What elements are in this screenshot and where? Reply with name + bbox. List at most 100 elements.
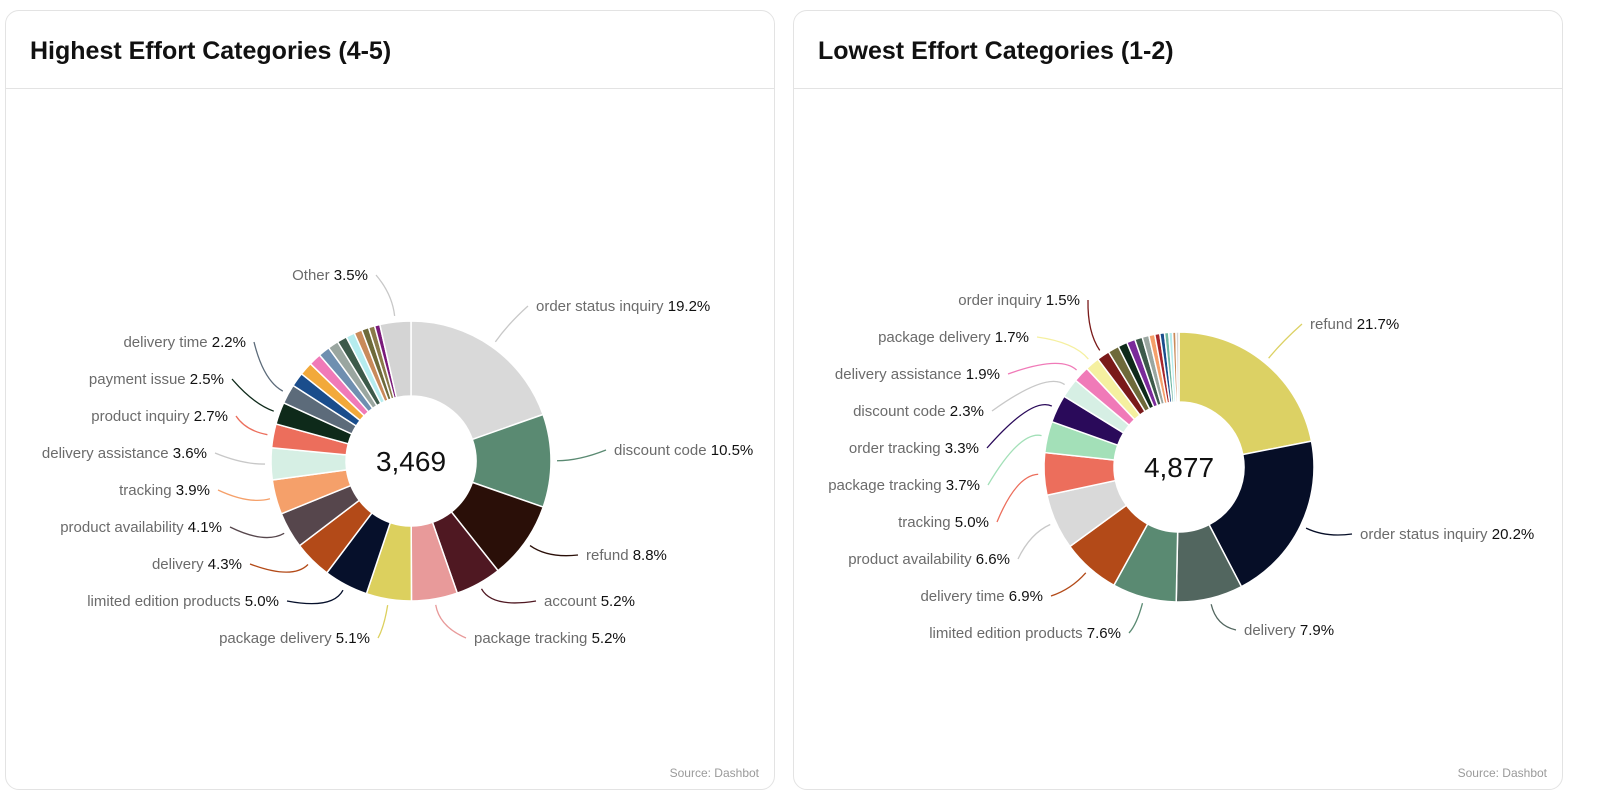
- slice-label: order status inquiry 20.2%: [1360, 526, 1534, 543]
- slice-label-name: package tracking: [474, 630, 592, 647]
- source-note: Source: Dashbot: [669, 766, 759, 780]
- slice-label-name: delivery: [1244, 622, 1300, 639]
- slice-label-value: 7.9%: [1300, 622, 1334, 639]
- slice-label: order status inquiry 19.2%: [536, 298, 710, 315]
- slice-label-value: 6.9%: [1009, 588, 1043, 605]
- leader-line: [1210, 604, 1237, 631]
- donut-chart-highest-effort: order status inquiry 19.2% discount code …: [42, 267, 753, 647]
- slice-label: order inquiry 1.5%: [958, 292, 1080, 309]
- pie-slice-refund: [1178, 331, 1313, 456]
- leader-line: [494, 305, 529, 343]
- slice-label: delivery assistance 3.6%: [42, 445, 207, 462]
- slice-label-value: 5.0%: [955, 514, 989, 531]
- slice-label: discount code 2.3%: [853, 403, 984, 420]
- slice-label-name: package delivery: [878, 329, 995, 346]
- chart-card-highest-effort: Highest Effort Categories (4-5) order st…: [5, 10, 775, 790]
- slice-label-value: 1.9%: [966, 366, 1000, 383]
- slice-label: delivery 4.3%: [152, 556, 242, 573]
- card-header: Highest Effort Categories (4-5): [6, 11, 774, 89]
- slice-label-value: 2.3%: [950, 403, 984, 420]
- leader-line: [1087, 299, 1101, 351]
- leader-line: [286, 589, 344, 605]
- slice-label-name: product availability: [848, 551, 976, 568]
- slice-label-value: 4.3%: [208, 556, 242, 573]
- center-total: 4,877: [1144, 452, 1214, 483]
- leader-line: [1036, 336, 1089, 360]
- slice-label-name: Other: [292, 267, 334, 284]
- slice-label: delivery assistance 1.9%: [835, 366, 1000, 383]
- leader-line: [214, 452, 266, 465]
- slice-label-value: 3.5%: [334, 267, 368, 284]
- slice-label-name: product availability: [60, 519, 188, 536]
- leader-line: [1128, 603, 1144, 634]
- slice-label-value: 2.2%: [212, 334, 246, 351]
- slice-label-name: limited edition products: [929, 625, 1087, 642]
- leader-line: [249, 563, 309, 573]
- leader-line: [229, 526, 285, 539]
- slice-label-name: refund: [586, 547, 633, 564]
- slice-label: Other 3.5%: [292, 267, 368, 284]
- leader-line: [375, 274, 396, 316]
- slice-label-value: 20.2%: [1492, 526, 1535, 543]
- slice-label: limited edition products 5.0%: [87, 593, 279, 610]
- slice-label-name: product inquiry: [91, 408, 194, 425]
- slice-label-name: order inquiry: [958, 292, 1046, 309]
- slice-label-value: 5.0%: [245, 593, 279, 610]
- slice-label-name: order status inquiry: [1360, 526, 1492, 543]
- slice-label: product availability 4.1%: [60, 519, 222, 536]
- leader-line: [435, 604, 467, 639]
- slice-label: delivery time 6.9%: [920, 588, 1043, 605]
- slice-label-value: 2.7%: [194, 408, 228, 425]
- chart-card-lowest-effort: Lowest Effort Categories (1-2) refund 21…: [793, 10, 1563, 790]
- slice-label-name: delivery time: [920, 588, 1008, 605]
- slice-label: payment issue 2.5%: [89, 371, 224, 388]
- slice-label: discount code 10.5%: [614, 442, 753, 459]
- slice-label-value: 5.2%: [592, 630, 626, 647]
- leader-line: [996, 473, 1039, 523]
- slice-label-name: payment issue: [89, 371, 190, 388]
- slice-label-name: order tracking: [849, 440, 945, 457]
- slice-label-name: discount code: [853, 403, 950, 420]
- slice-label: refund 21.7%: [1310, 316, 1399, 333]
- donut-chart-lowest-effort: refund 21.7% order status inquiry 20.2% de…: [828, 292, 1534, 642]
- pie-slice-24: [1175, 331, 1180, 403]
- slice-label: product availability 6.6%: [848, 551, 1010, 568]
- leader-line: [235, 415, 268, 436]
- chart-title: Lowest Effort Categories (1-2): [818, 37, 1174, 65]
- slice-label: package delivery 5.1%: [219, 630, 370, 647]
- leader-line: [987, 434, 1042, 486]
- leader-line: [1305, 527, 1353, 536]
- slice-label: package tracking 5.2%: [474, 630, 626, 647]
- pie-slice-other: [378, 320, 412, 399]
- slice-label-value: 3.3%: [945, 440, 979, 457]
- slice-label-name: tracking: [898, 514, 955, 531]
- slice-label-name: limited edition products: [87, 593, 245, 610]
- slice-label-name: discount code: [614, 442, 711, 459]
- card-header: Lowest Effort Categories (1-2): [794, 11, 1562, 89]
- leader-line: [231, 378, 274, 412]
- slice-label-value: 2.5%: [190, 371, 224, 388]
- leader-line: [529, 545, 579, 557]
- leader-line: [991, 380, 1066, 412]
- leader-line: [377, 605, 389, 639]
- leader-line: [1050, 572, 1087, 597]
- slice-label-value: 1.5%: [1046, 292, 1080, 309]
- slice-label: package tracking 3.7%: [828, 477, 980, 494]
- slice-label: product inquiry 2.7%: [91, 408, 228, 425]
- slice-label-name: delivery assistance: [42, 445, 173, 462]
- source-note: Source: Dashbot: [1457, 766, 1547, 780]
- center-total: 3,469: [376, 446, 446, 477]
- leader-line: [217, 489, 271, 501]
- pie-slice-order-status-inquiry: [410, 320, 545, 441]
- slice-label-name: delivery assistance: [835, 366, 966, 383]
- slice-label-value: 19.2%: [668, 298, 711, 315]
- slice-label-name: delivery time: [123, 334, 211, 351]
- slice-label-value: 3.7%: [946, 477, 980, 494]
- pie-slice-order-status-inquiry: [1208, 440, 1315, 588]
- slice-label-name: tracking: [119, 482, 176, 499]
- leader-line: [1268, 323, 1303, 359]
- leader-line: [1007, 362, 1078, 375]
- slice-label-value: 5.2%: [601, 593, 635, 610]
- slice-label: tracking 3.9%: [119, 482, 210, 499]
- leader-line: [556, 449, 607, 462]
